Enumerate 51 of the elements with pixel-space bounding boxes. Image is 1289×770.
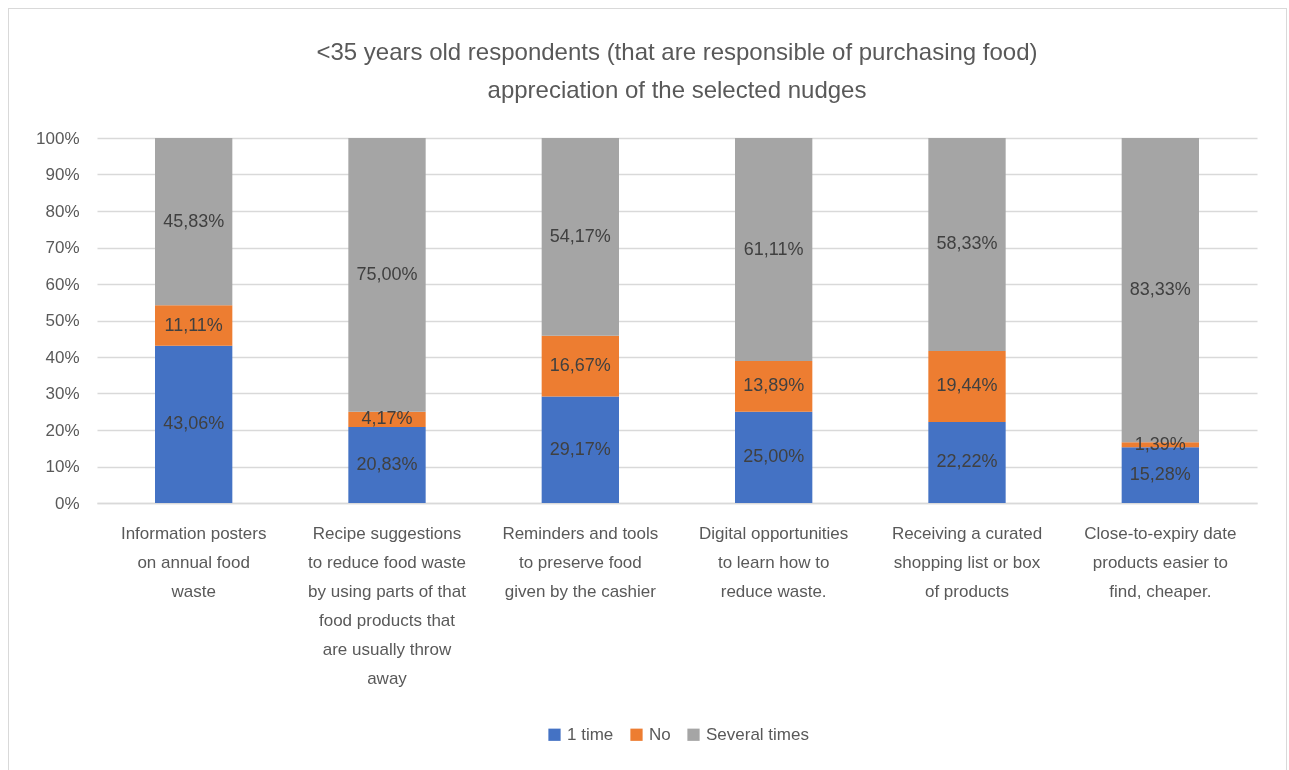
data-label: 45,83% [163,210,225,231]
data-label: 4,17% [361,408,413,429]
x-tick-label: Receiving a curated shopping list or box of products [891,523,1043,601]
bar [928,138,1006,351]
y-tick-label: 50% [45,311,80,330]
data-label: 58,33% [936,233,998,254]
data-label: 22,22% [936,451,998,472]
legend-label: 1 time [567,724,614,744]
y-tick-label: 0% [54,493,80,513]
x-tick-label: Reminders and tools to preserve food given by the cashier [502,523,659,601]
data-label: 61,11% [743,238,804,259]
y-tick-label: 20% [45,420,80,440]
y-tick-label: 10% [45,457,80,476]
data-label: 20,83% [356,453,418,474]
x-tick-label: Digital opportunities to learn how to reduce waste. [699,523,849,601]
data-label: 16,67% [549,355,611,376]
bar [928,350,1006,422]
bar [735,138,813,362]
bar [928,421,1006,503]
y-tick-label: 100% [36,128,80,148]
data-label: 43,06% [163,413,225,434]
data-label: 19,44% [936,375,998,396]
y-tick-label: 70% [45,238,80,257]
data-label: 54,17% [549,225,611,246]
bar [541,396,619,503]
bar [155,305,233,346]
y-tick-label: 90% [45,165,80,184]
bar [348,426,426,503]
x-tick-label: Recipe suggestions to reduce food waste by using parts of that food products that are usually throw away [308,523,467,688]
data-label: 75,00% [356,263,418,284]
data-label: 25,00% [743,446,805,467]
bar [155,138,233,306]
data-label: 83,33% [1129,279,1191,300]
data-label: 29,17% [549,438,611,459]
data-label: 13,89% [743,375,805,396]
bar [155,345,233,503]
bar [541,335,619,397]
legend-label: Several times [706,724,809,744]
y-tick-label: 40% [45,347,80,367]
data-label: 15,28% [1129,464,1191,485]
y-tick-label: 30% [45,384,80,403]
legend-label: No [649,724,671,744]
x-tick-label: Information posters on annual food waste [120,523,267,601]
data-label: 11,11% [164,314,223,335]
bar [348,138,426,412]
bar [735,411,813,503]
y-tick-label: 80% [45,201,80,221]
bar [541,137,619,336]
y-tick-label: 60% [45,274,80,294]
x-tick-label: Close-to-expiry date products easier to find, cheaper. [1084,523,1237,601]
chart-title: <35 years old respondents (that are responsible of purchasing food) appreciation of the selected nudges [316,38,1038,103]
